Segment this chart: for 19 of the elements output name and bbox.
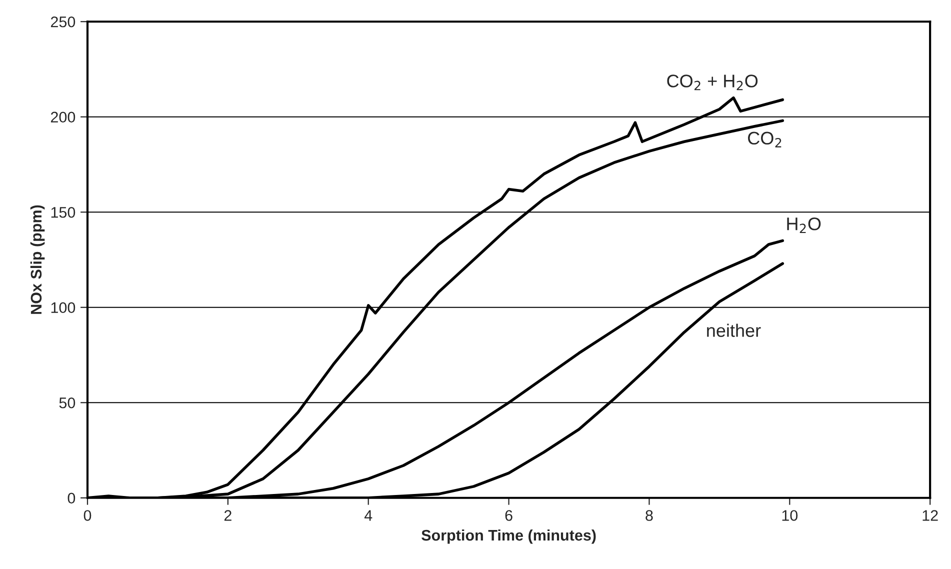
series-label: neither (707, 324, 761, 337)
y-axis-title: NOx Slip (ppm) (30, 205, 45, 314)
x-tick-label: 2 (224, 510, 232, 521)
y-tick-label: 250 (50, 16, 76, 28)
series-label: CO$_{2}$ + H$_{2}$O (667, 74, 758, 90)
y-tick-label: 150 (51, 206, 76, 218)
y-tick-label: 100 (51, 302, 76, 314)
x-tick-label: 12 (922, 510, 938, 521)
series-label: H$_{2}$O (787, 217, 821, 234)
x-axis-title: Sorption Time (minutes) (422, 529, 596, 544)
y-tick-label: 0 (68, 492, 76, 504)
x-tick-label: 8 (646, 510, 653, 521)
x-tick-label: 10 (782, 510, 798, 521)
x-tick-label: 4 (364, 510, 372, 521)
y-tick-label: 50 (59, 397, 76, 408)
x-tick-label: 6 (505, 510, 512, 521)
x-tick-label: 0 (84, 510, 92, 521)
y-tick-label: 200 (50, 112, 76, 123)
series-label: CO$_{2}$ (748, 132, 782, 148)
